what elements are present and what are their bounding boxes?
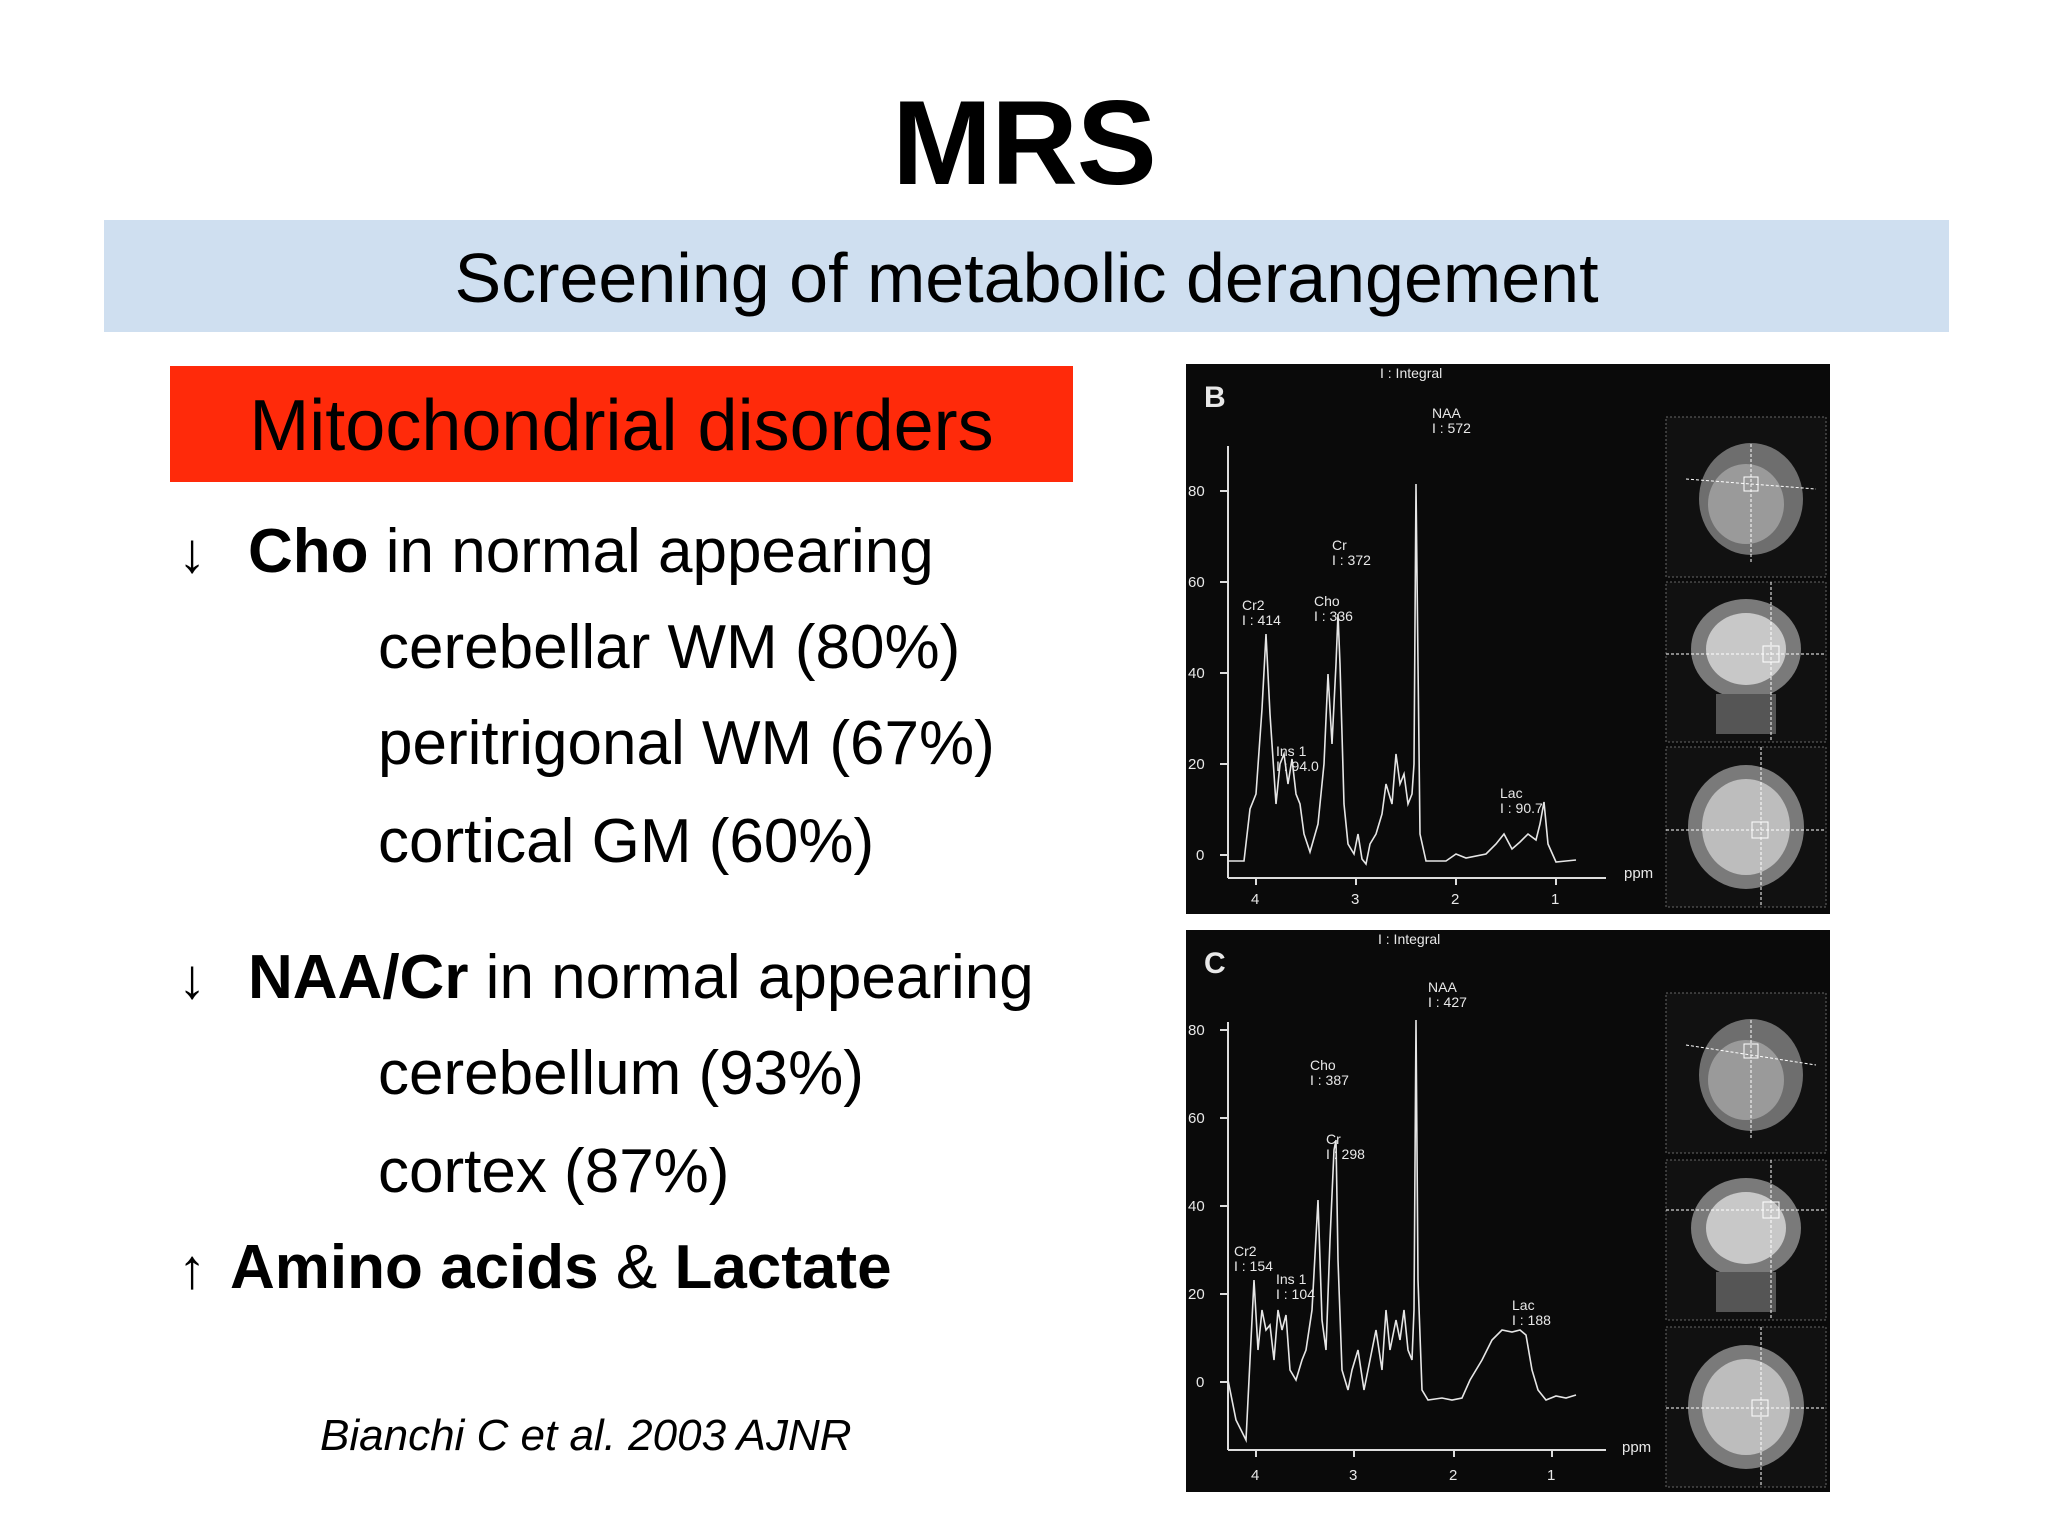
x-tick-label: 1 [1547,1467,1555,1484]
bullet-cho-rest: in normal appearing [368,517,934,586]
peak-label: Cr2 [1234,1243,1257,1259]
peak-integral: I : 298 [1326,1146,1365,1162]
mri-thumbnails [1665,416,1827,908]
bullet-cho-item: cortical GM (60%) [378,807,875,876]
y-tick-label: 60 [1188,574,1205,591]
y-tick-label: 20 [1188,1286,1205,1303]
peak-label: NAA [1432,405,1461,421]
y-tick-label: 80 [1188,1022,1205,1039]
panel-letter: C [1204,947,1226,980]
spectrum-line [1227,1019,1577,1444]
panel-header: I : Integral [1380,365,1442,381]
y-tick-label: 80 [1188,483,1205,500]
y-tick-label: 40 [1188,665,1205,682]
slide-subtitle: Screening of metabolic derangement [454,239,1599,317]
bullet-cho-bold: Cho [248,517,369,586]
up-arrow-icon: ↑ [178,1237,206,1300]
topic-box: Mitochondrial disorders [170,366,1073,482]
bullet-amino-bold: Lactate [674,1233,892,1302]
x-unit-label: ppm [1624,865,1653,882]
peak-label: Cho [1310,1057,1336,1073]
peak-integral: I : 104 [1276,1286,1315,1302]
x-tick-label: 2 [1451,891,1459,908]
mrs-figure-b: B I : Integral 80 60 40 20 0 4 3 2 1 ppm… [1188,365,1827,908]
peak-integral: I : 90.7 [1500,800,1543,816]
mri-thumbnails [1665,992,1827,1488]
peak-label: Cr [1332,537,1347,553]
y-tick-label: 0 [1196,847,1204,864]
peak-label: Cho [1314,593,1340,609]
x-tick-label: 2 [1449,1467,1457,1484]
peak-integral: I : 336 [1314,608,1353,624]
bullet-cho: ↓ Cho in normal appearing [178,516,934,589]
peak-label: NAA [1428,979,1457,995]
bullet-amino-bold: Amino acids [230,1233,599,1302]
mrs-panel-c: C I : Integral 80 60 40 20 0 4 3 2 1 ppm… [1186,930,1830,1492]
peak-integral: I : 387 [1310,1072,1349,1088]
x-tick-label: 3 [1351,891,1359,908]
mrs-figure-c: C I : Integral 80 60 40 20 0 4 3 2 1 ppm… [1188,931,1827,1488]
peak-label: Lac [1512,1297,1535,1313]
x-tick-label: 3 [1349,1467,1357,1484]
peak-label: I : 94.0 [1276,758,1319,774]
bullet-amino-amp: & [598,1233,675,1302]
bullet-naa-rest: in normal appearing [468,943,1034,1012]
y-tick-label: 40 [1188,1198,1205,1215]
peak-integral: I : 414 [1242,612,1281,628]
bullet-cho-item: cerebellar WM (80%) [378,613,961,682]
bullet-naa-bold: NAA/Cr [248,943,469,1012]
panel-letter: B [1204,381,1226,414]
peak-integral: I : 572 [1432,420,1471,436]
peak-integral: I : 154 [1234,1258,1273,1274]
subtitle-band: Screening of metabolic derangement [104,220,1949,332]
bullet-naa-item: cerebellum (93%) [378,1039,864,1108]
peak-label: Cr2 [1242,597,1265,613]
down-arrow-icon: ↓ [178,947,206,1010]
x-tick-label: 1 [1551,891,1559,908]
panel-header: I : Integral [1378,931,1440,947]
bullet-cho-item: peritrigonal WM (67%) [378,709,995,778]
spectrum-line [1228,483,1577,866]
peak-label: Ins 1 [1276,1271,1307,1287]
x-tick-label: 4 [1251,891,1259,908]
x-unit-label: ppm [1622,1439,1651,1456]
down-arrow-icon: ↓ [178,521,206,584]
peak-integral: I : 427 [1428,994,1467,1010]
peak-integral: I : 372 [1332,552,1371,568]
bullet-naa: ↓ NAA/Cr in normal appearing [178,942,1034,1015]
x-tick-label: 4 [1251,1467,1259,1484]
peak-label: Lac [1500,785,1523,801]
bullet-amino: ↑ Amino acids & Lactate [178,1232,892,1305]
citation: Bianchi C et al. 2003 AJNR [320,1411,852,1460]
y-tick-label: 20 [1188,756,1205,773]
bullet-naa-item: cortex (87%) [378,1137,730,1206]
topic-label: Mitochondrial disorders [249,386,994,466]
peak-label: Cr [1326,1131,1341,1147]
peak-label: Ins 1 [1276,743,1307,759]
mrs-panel-b: B I : Integral 80 60 40 20 0 4 3 2 1 ppm… [1186,364,1830,914]
y-tick-label: 60 [1188,1110,1205,1127]
slide-title: MRS [892,76,1157,210]
y-tick-label: 0 [1196,1374,1204,1391]
peak-integral: I : 188 [1512,1312,1551,1328]
